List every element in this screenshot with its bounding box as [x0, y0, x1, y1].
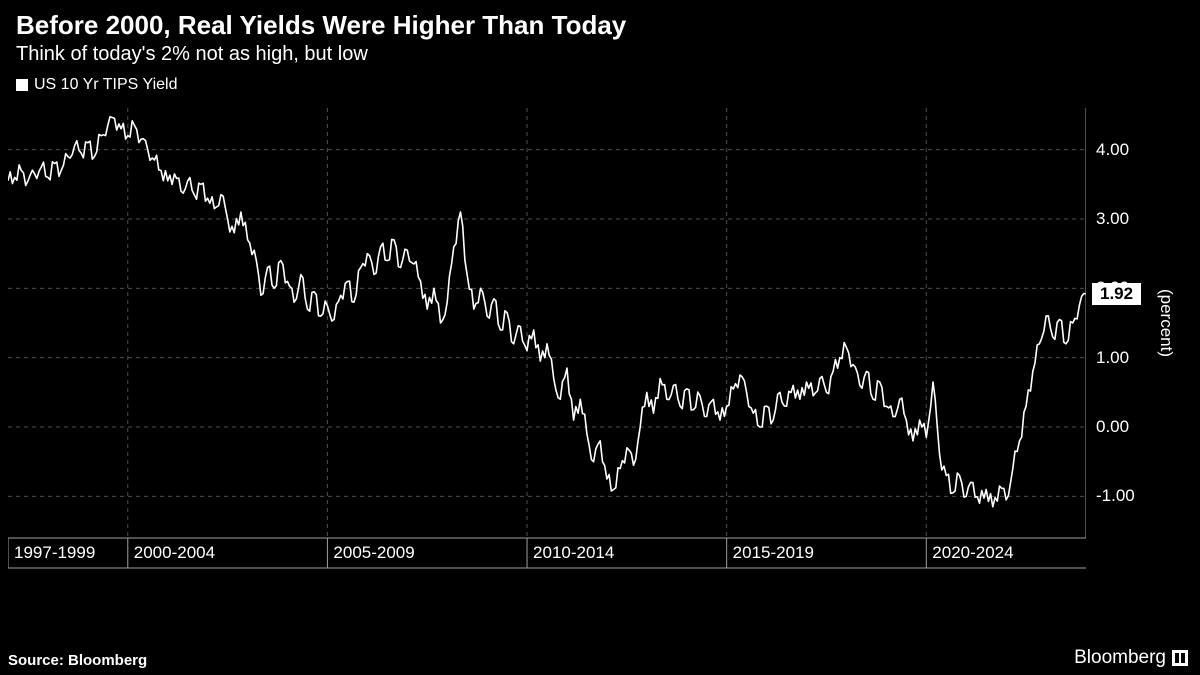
x-tick-label: 1997-1999: [14, 543, 95, 563]
x-tick-label: 2020-2024: [932, 543, 1013, 563]
y-tick-label: 0.00: [1096, 417, 1129, 437]
y-tick-label: 3.00: [1096, 209, 1129, 229]
chart-container: -1.000.001.002.003.004.00 1997-19992000-…: [8, 108, 1192, 598]
brand-label: Bloomberg: [1074, 647, 1166, 669]
legend-marker-icon: [16, 79, 28, 91]
x-tick-label: 2010-2014: [533, 543, 614, 563]
brand-icon: [1172, 650, 1188, 666]
legend-series-label: US 10 Yr TIPS Yield: [34, 76, 177, 94]
y-axis-title: (percent): [1156, 289, 1176, 357]
y-tick-label: 1.00: [1096, 348, 1129, 368]
chart-legend: US 10 Yr TIPS Yield: [0, 72, 1200, 98]
brand-logo: Bloomberg: [1074, 647, 1188, 669]
y-tick-label: 4.00: [1096, 140, 1129, 160]
chart-plot: [8, 108, 1086, 578]
x-tick-label: 2000-2004: [134, 543, 215, 563]
source-attribution: Source: Bloomberg: [8, 652, 147, 669]
x-tick-label: 2005-2009: [333, 543, 414, 563]
chart-title: Before 2000, Real Yields Were Higher Tha…: [0, 0, 1200, 43]
chart-subtitle: Think of today's 2% not as high, but low: [0, 43, 1200, 72]
current-value-callout: 1.92: [1092, 283, 1141, 305]
y-tick-label: -1.00: [1096, 486, 1135, 506]
x-tick-label: 2015-2019: [733, 543, 814, 563]
